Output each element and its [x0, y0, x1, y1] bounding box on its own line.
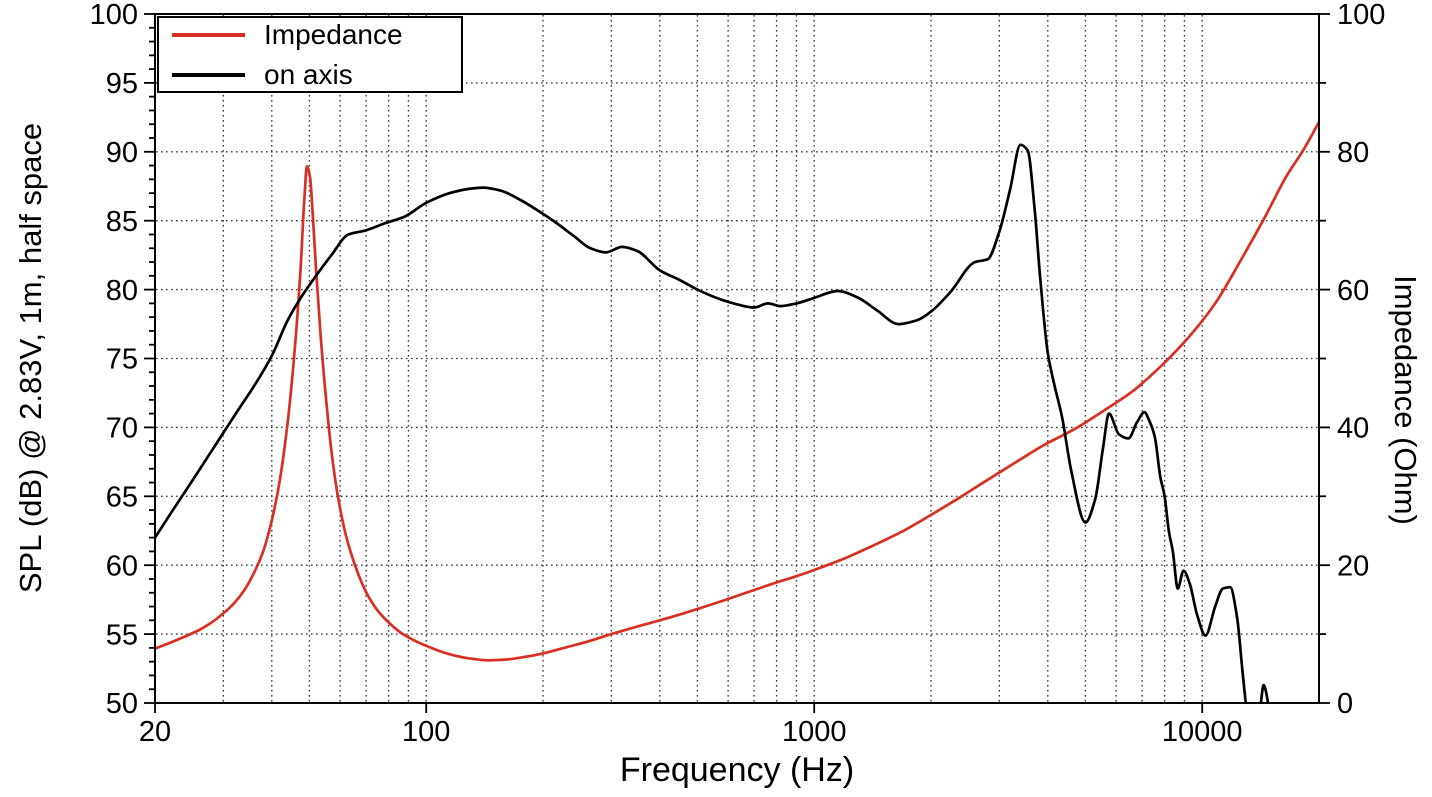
y-left-tick-label: 95 [106, 68, 138, 100]
y-left-tick-label: 85 [106, 206, 138, 238]
on-axis-line-swatch [172, 72, 245, 77]
y-right-tick-label: 60 [1337, 275, 1369, 307]
y-left-tick-label: 50 [106, 688, 138, 720]
legend-label-impedance: Impedance [264, 18, 403, 50]
y-left-tick-label: 100 [90, 0, 138, 31]
y-right-axis-title: Impedance (Ohm) [1388, 275, 1423, 525]
y-left-tick-label: 60 [106, 550, 138, 582]
legend-label-on-axis: on axis [264, 58, 353, 90]
y-left-tick-label: 80 [106, 275, 138, 307]
x-tick-label: 20 [139, 716, 171, 748]
y-left-tick-label: 65 [106, 481, 138, 513]
y-left-tick-label: 75 [106, 344, 138, 376]
x-axis-title: Frequency (Hz) [619, 751, 855, 789]
legend-item-on-axis: on axis [172, 58, 461, 90]
x-tick-label: 100 [402, 716, 450, 748]
y-right-tick-label: 100 [1337, 0, 1385, 31]
y-right-tick-label: 80 [1337, 137, 1369, 169]
y-left-tick-label: 90 [106, 137, 138, 169]
impedance-line-swatch [172, 32, 245, 37]
legend: Impedance on axis [157, 16, 463, 93]
y-left-axis-title: SPL (dB) @ 2.83V, 1m, half space [13, 122, 48, 594]
x-tick-label: 10000 [1162, 716, 1243, 748]
y-right-tick-label: 0 [1337, 688, 1353, 720]
y-right-tick-label: 40 [1337, 413, 1369, 445]
x-tick-label: 1000 [782, 716, 847, 748]
y-right-tick-label: 20 [1337, 550, 1369, 582]
legend-item-impedance: Impedance [172, 18, 461, 50]
spl-curve [155, 143, 1270, 703]
y-left-tick-label: 70 [106, 413, 138, 445]
impedance-curve [155, 120, 1319, 662]
y-left-tick-label: 55 [106, 619, 138, 651]
